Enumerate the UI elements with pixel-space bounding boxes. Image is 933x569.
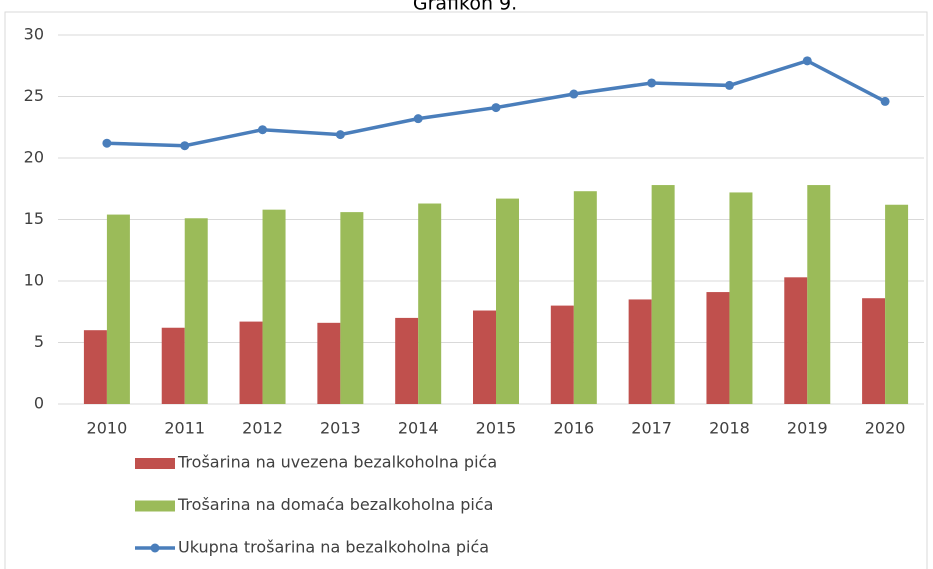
bar [161,327,185,404]
legend-label: Trošarina na domaća bezalkoholna pića [177,495,493,514]
bar [784,277,808,404]
y-tick-label: 15 [24,209,44,228]
bar [496,198,519,404]
bar [807,185,831,404]
bar [473,310,496,404]
y-tick-label: 0 [34,394,44,413]
y-tick-label: 5 [34,332,44,351]
x-tick-label: 2019 [787,419,828,438]
line-point [724,80,734,90]
bar [395,317,419,404]
x-tick-label: 2020 [865,419,906,438]
line-point [802,56,812,66]
legend-label: Ukupna trošarina na bezalkoholna pića [178,538,489,557]
line-point [491,103,501,113]
x-tick-label: 2012 [242,419,283,438]
y-tick-label: 30 [24,25,44,44]
line-point [180,141,190,151]
line-point [647,78,657,88]
bar [706,292,730,404]
line-point [569,89,579,99]
y-tick-label: 20 [24,148,44,167]
bar [239,321,263,404]
x-tick-label: 2016 [553,419,594,438]
legend-swatch [135,458,175,469]
x-tick-label: 2010 [87,419,128,438]
x-tick-label: 2013 [320,419,361,438]
chart-frame [4,11,928,569]
bar [628,299,652,404]
bar [573,191,597,404]
bar [651,185,675,404]
bar [317,322,341,404]
bar [340,212,364,404]
bar [184,218,208,404]
bar [106,214,130,404]
x-tick-label: 2017 [631,419,672,438]
x-tick-label: 2018 [709,419,750,438]
bar [729,192,753,404]
bar [83,330,107,404]
line-point [258,125,268,135]
line-point [413,114,423,124]
y-tick-label: 25 [24,86,44,105]
legend-swatch [150,543,160,553]
bar [418,203,442,404]
bar [262,209,286,404]
x-tick-label: 2014 [398,419,439,438]
x-tick-label: 2015 [476,419,517,438]
chart-title: Grafikon 9. [413,0,517,15]
x-tick-label: 2011 [164,419,205,438]
bar [550,305,574,404]
legend-swatch [135,500,175,512]
bar [862,298,886,404]
line-point [880,96,890,106]
bar [885,204,909,404]
line-point [102,138,112,148]
y-tick-label: 10 [24,271,44,290]
legend-label: Trošarina na uvezena bezalkoholna pića [177,453,497,472]
line-point [335,130,345,140]
